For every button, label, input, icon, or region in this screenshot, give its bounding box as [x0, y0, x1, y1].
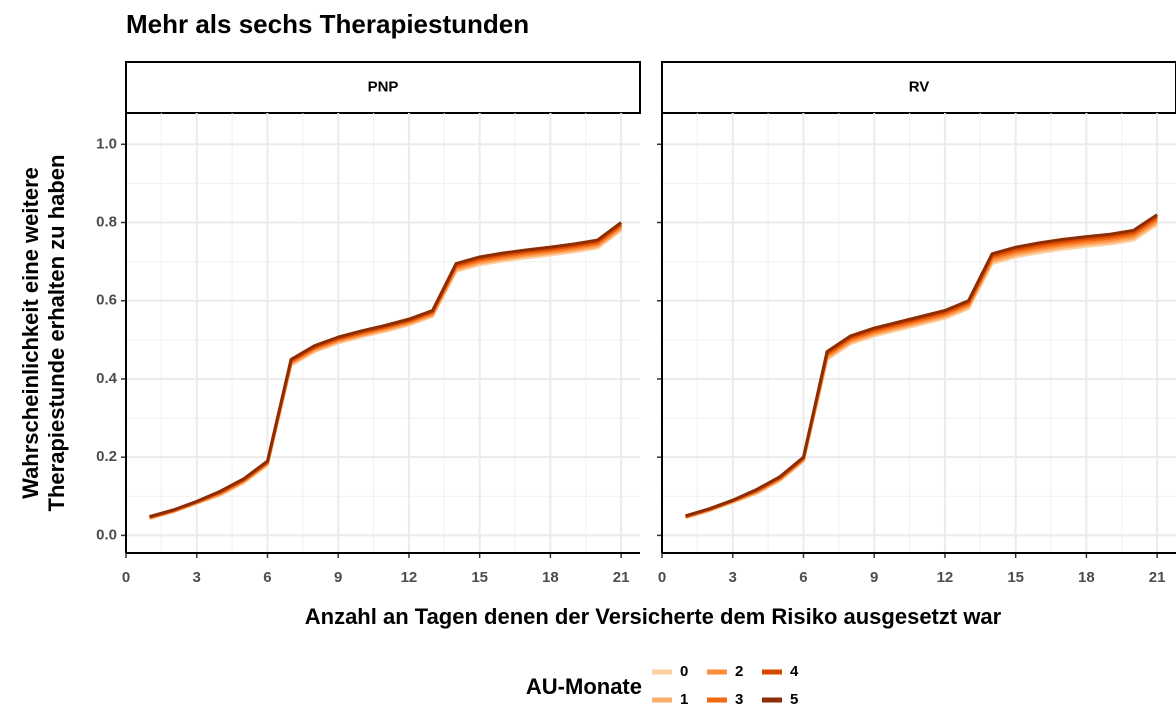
y-tick-label: 0.4 — [96, 370, 118, 387]
x-tick-label: 15 — [1007, 569, 1024, 586]
legend-title: AU-Monate — [526, 674, 642, 699]
legend-label: 2 — [735, 663, 743, 680]
line-series — [685, 213, 1158, 518]
y-axis-label: Therapiestunde erhalten zu haben — [44, 155, 69, 512]
x-tick-label: 12 — [937, 569, 954, 586]
legend-label: 3 — [735, 691, 743, 708]
y-tick-label: 0.6 — [96, 292, 117, 309]
x-tick-label: 0 — [658, 569, 666, 586]
x-tick-label: 3 — [193, 569, 201, 586]
y-axis-label: Wahrscheinlichkeit eine weitere — [18, 167, 43, 499]
x-tick-label: 3 — [729, 569, 737, 586]
legend-label: 0 — [680, 663, 688, 680]
x-tick-label: 15 — [471, 569, 488, 586]
x-tick-label: 21 — [1149, 569, 1166, 586]
x-tick-label: 21 — [613, 569, 630, 586]
x-axis-label: Anzahl an Tagen denen der Versicherte de… — [305, 604, 1002, 629]
x-tick-label: 6 — [799, 569, 807, 586]
x-tick-label: 0 — [122, 569, 130, 586]
y-tick-label: 0.8 — [96, 213, 117, 230]
y-tick-label: 0.2 — [96, 448, 117, 465]
x-tick-label: 12 — [401, 569, 418, 586]
x-tick-label: 9 — [870, 569, 878, 586]
legend-label: 4 — [790, 663, 799, 680]
x-tick-label: 18 — [1078, 569, 1095, 586]
facet-label: PNP — [368, 78, 399, 95]
facet-label: RV — [909, 78, 930, 95]
x-tick-label: 18 — [542, 569, 559, 586]
facet-strip — [661, 61, 1176, 114]
y-tick-label: 1.0 — [96, 135, 117, 152]
chart-title: Mehr als sechs Therapiestunden — [126, 9, 529, 39]
x-tick-label: 6 — [263, 569, 271, 586]
legend-label: 5 — [790, 691, 798, 708]
x-tick-label: 9 — [334, 569, 342, 586]
legend-label: 1 — [680, 691, 688, 708]
y-tick-label: 0.0 — [96, 526, 117, 543]
facet-strip — [125, 61, 641, 114]
line-series — [149, 221, 623, 519]
